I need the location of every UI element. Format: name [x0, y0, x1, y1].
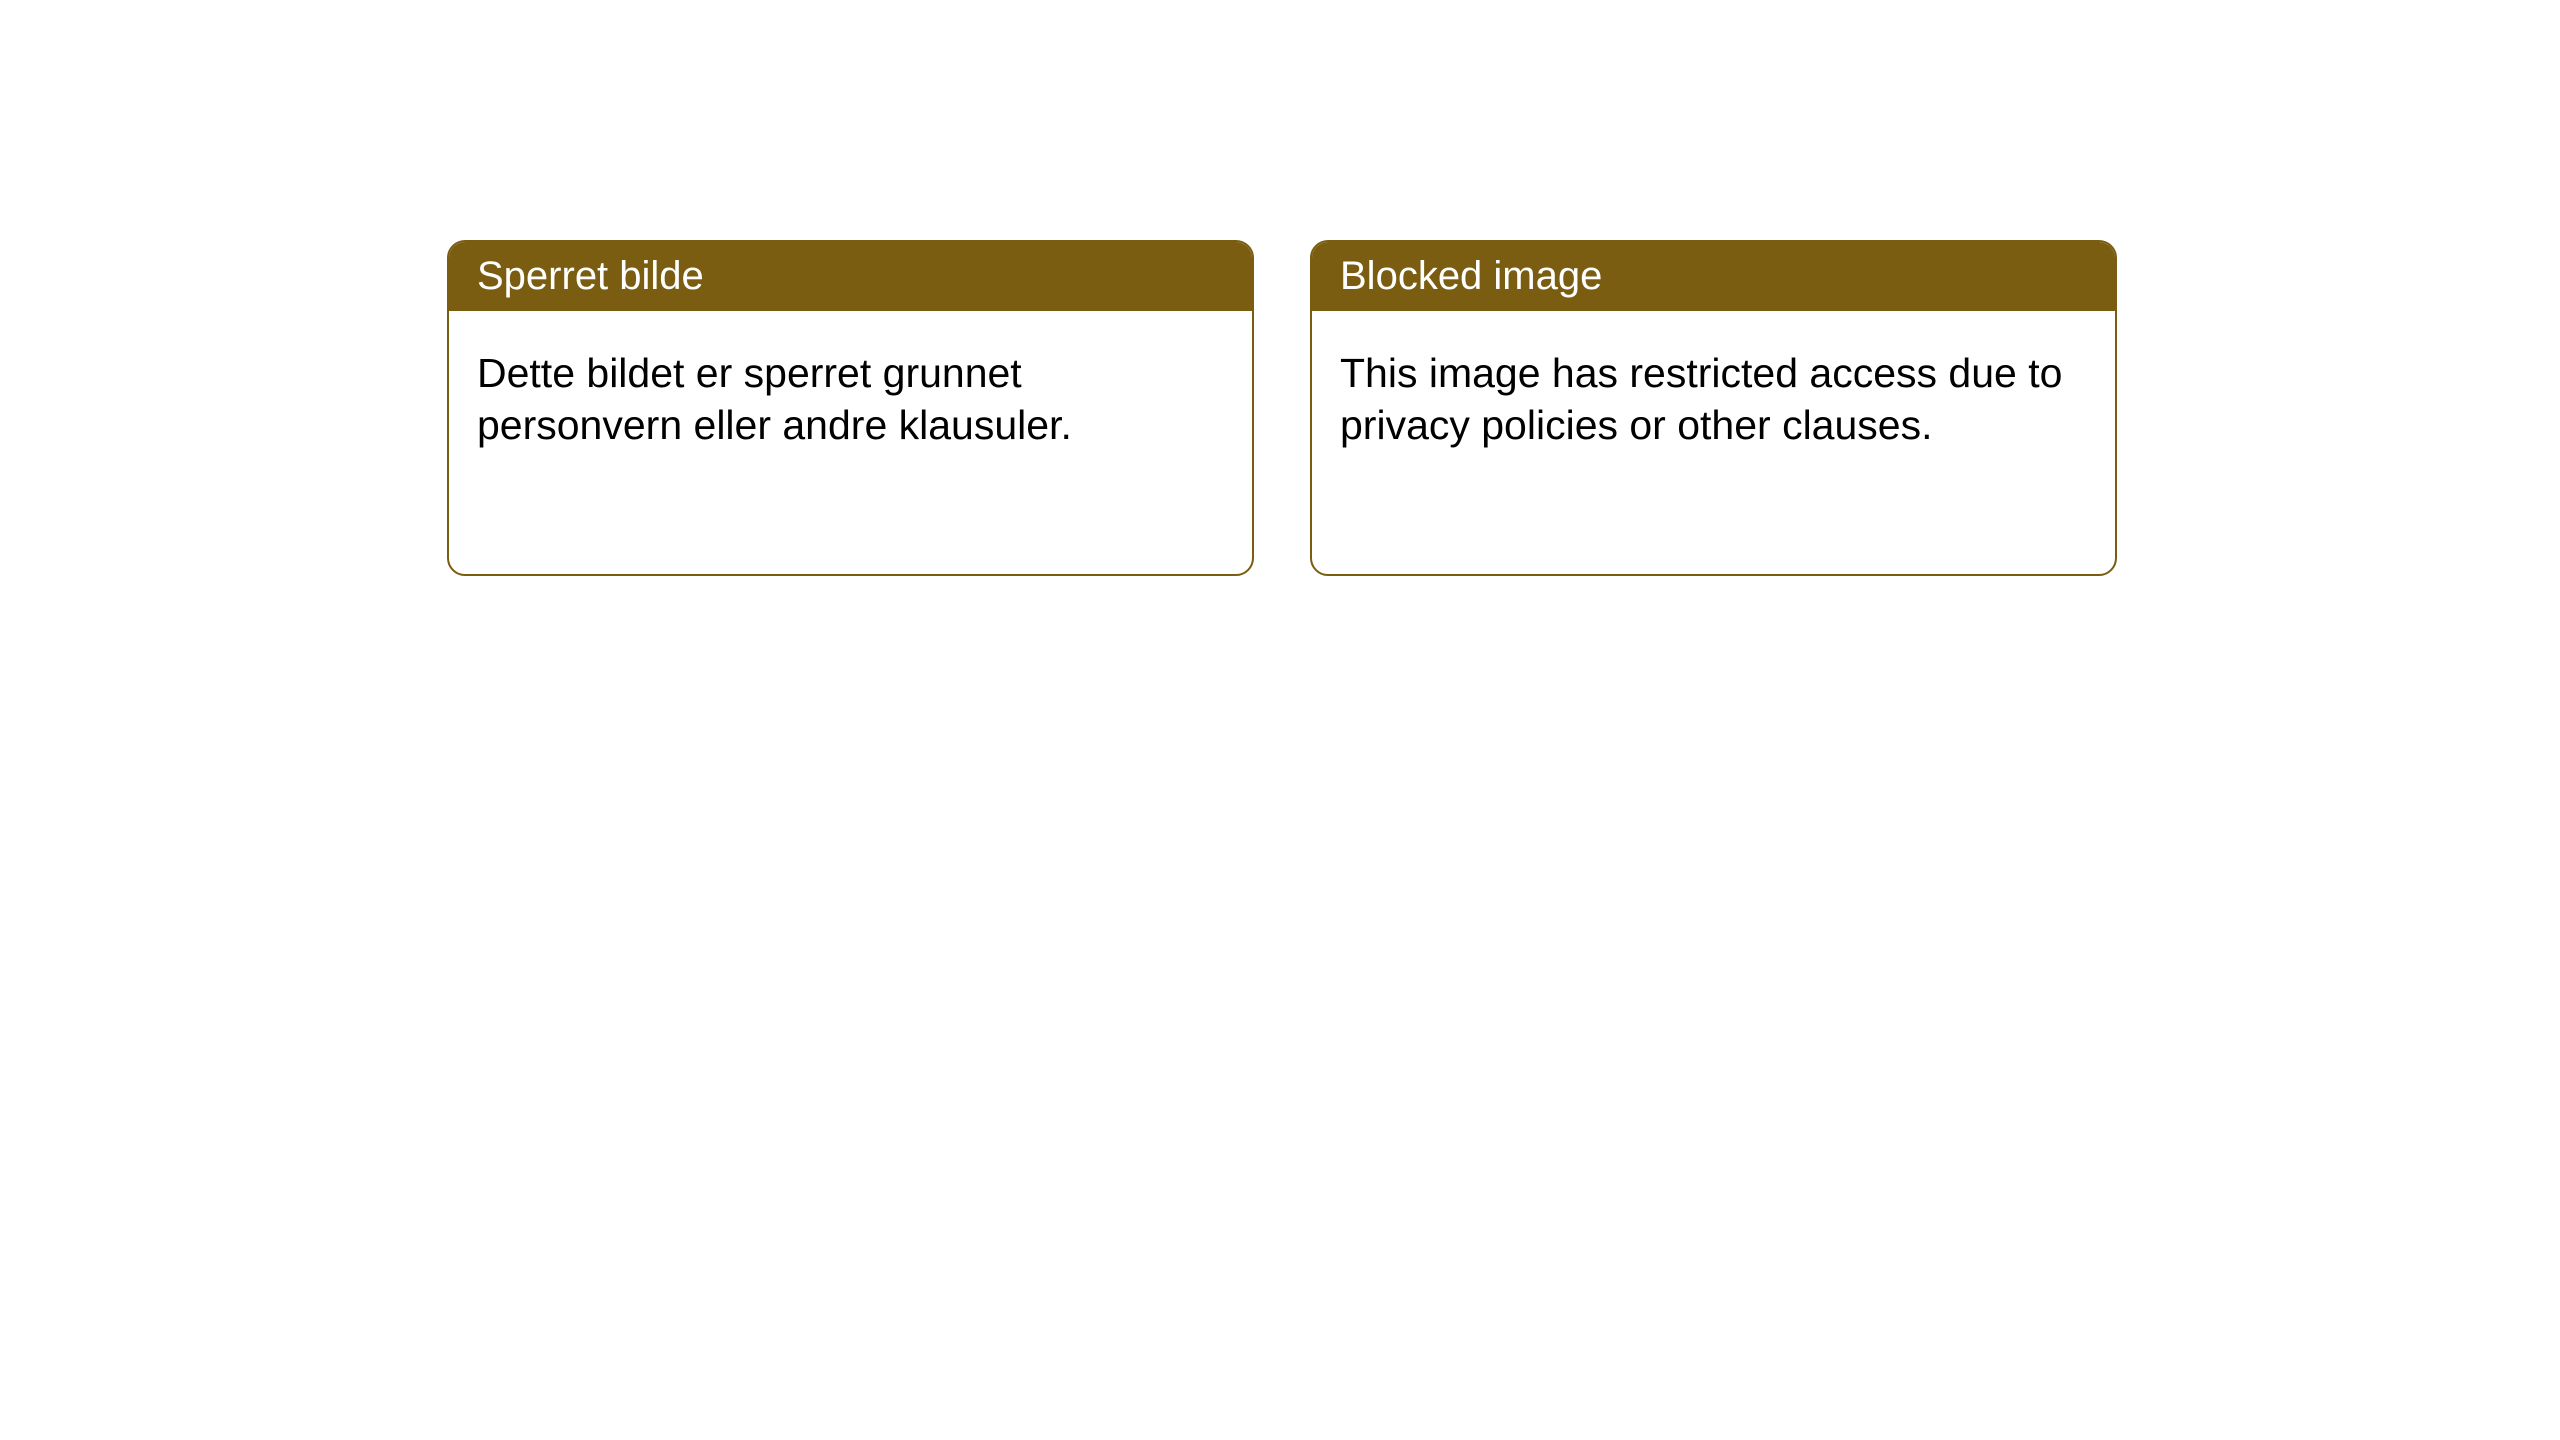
notice-header-en: Blocked image	[1312, 242, 2115, 311]
notice-body-en: This image has restricted access due to …	[1312, 311, 2115, 488]
notice-card-en: Blocked image This image has restricted …	[1310, 240, 2117, 576]
notice-body-no: Dette bildet er sperret grunnet personve…	[449, 311, 1252, 488]
notice-header-no: Sperret bilde	[449, 242, 1252, 311]
notice-container: Sperret bilde Dette bildet er sperret gr…	[0, 0, 2560, 576]
notice-card-no: Sperret bilde Dette bildet er sperret gr…	[447, 240, 1254, 576]
